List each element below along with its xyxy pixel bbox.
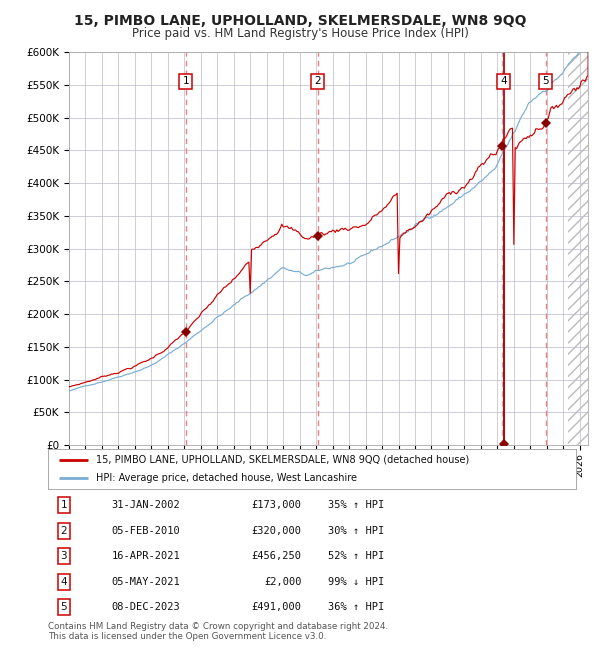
Text: Price paid vs. HM Land Registry's House Price Index (HPI): Price paid vs. HM Land Registry's House …: [131, 27, 469, 40]
Bar: [568, 52, 600, 445]
Text: 30% ↑ HPI: 30% ↑ HPI: [328, 526, 384, 536]
Text: 52% ↑ HPI: 52% ↑ HPI: [328, 551, 384, 562]
Text: 05-MAY-2021: 05-MAY-2021: [112, 577, 180, 587]
Text: 5: 5: [61, 603, 67, 612]
Text: 2: 2: [61, 526, 67, 536]
Bar: [568, 52, 600, 445]
Text: 3: 3: [61, 551, 67, 562]
Text: £491,000: £491,000: [251, 603, 301, 612]
Text: £2,000: £2,000: [264, 577, 301, 587]
Text: 05-FEB-2010: 05-FEB-2010: [112, 526, 180, 536]
Text: 1: 1: [61, 500, 67, 510]
Text: 35% ↑ HPI: 35% ↑ HPI: [328, 500, 384, 510]
Text: 36% ↑ HPI: 36% ↑ HPI: [328, 603, 384, 612]
Text: 2: 2: [314, 77, 321, 86]
Text: 1: 1: [182, 77, 189, 86]
Text: £320,000: £320,000: [251, 526, 301, 536]
Text: 16-APR-2021: 16-APR-2021: [112, 551, 180, 562]
Text: 5: 5: [542, 77, 549, 86]
Text: 08-DEC-2023: 08-DEC-2023: [112, 603, 180, 612]
Text: 31-JAN-2002: 31-JAN-2002: [112, 500, 180, 510]
Text: 15, PIMBO LANE, UPHOLLAND, SKELMERSDALE, WN8 9QQ: 15, PIMBO LANE, UPHOLLAND, SKELMERSDALE,…: [74, 14, 526, 29]
Text: HPI: Average price, detached house, West Lancashire: HPI: Average price, detached house, West…: [95, 473, 356, 484]
Text: 99% ↓ HPI: 99% ↓ HPI: [328, 577, 384, 587]
Text: £456,250: £456,250: [251, 551, 301, 562]
Text: 4: 4: [61, 577, 67, 587]
Text: 15, PIMBO LANE, UPHOLLAND, SKELMERSDALE, WN8 9QQ (detached house): 15, PIMBO LANE, UPHOLLAND, SKELMERSDALE,…: [95, 455, 469, 465]
Text: Contains HM Land Registry data © Crown copyright and database right 2024.
This d: Contains HM Land Registry data © Crown c…: [48, 622, 388, 642]
Text: 4: 4: [500, 77, 507, 86]
Text: £173,000: £173,000: [251, 500, 301, 510]
